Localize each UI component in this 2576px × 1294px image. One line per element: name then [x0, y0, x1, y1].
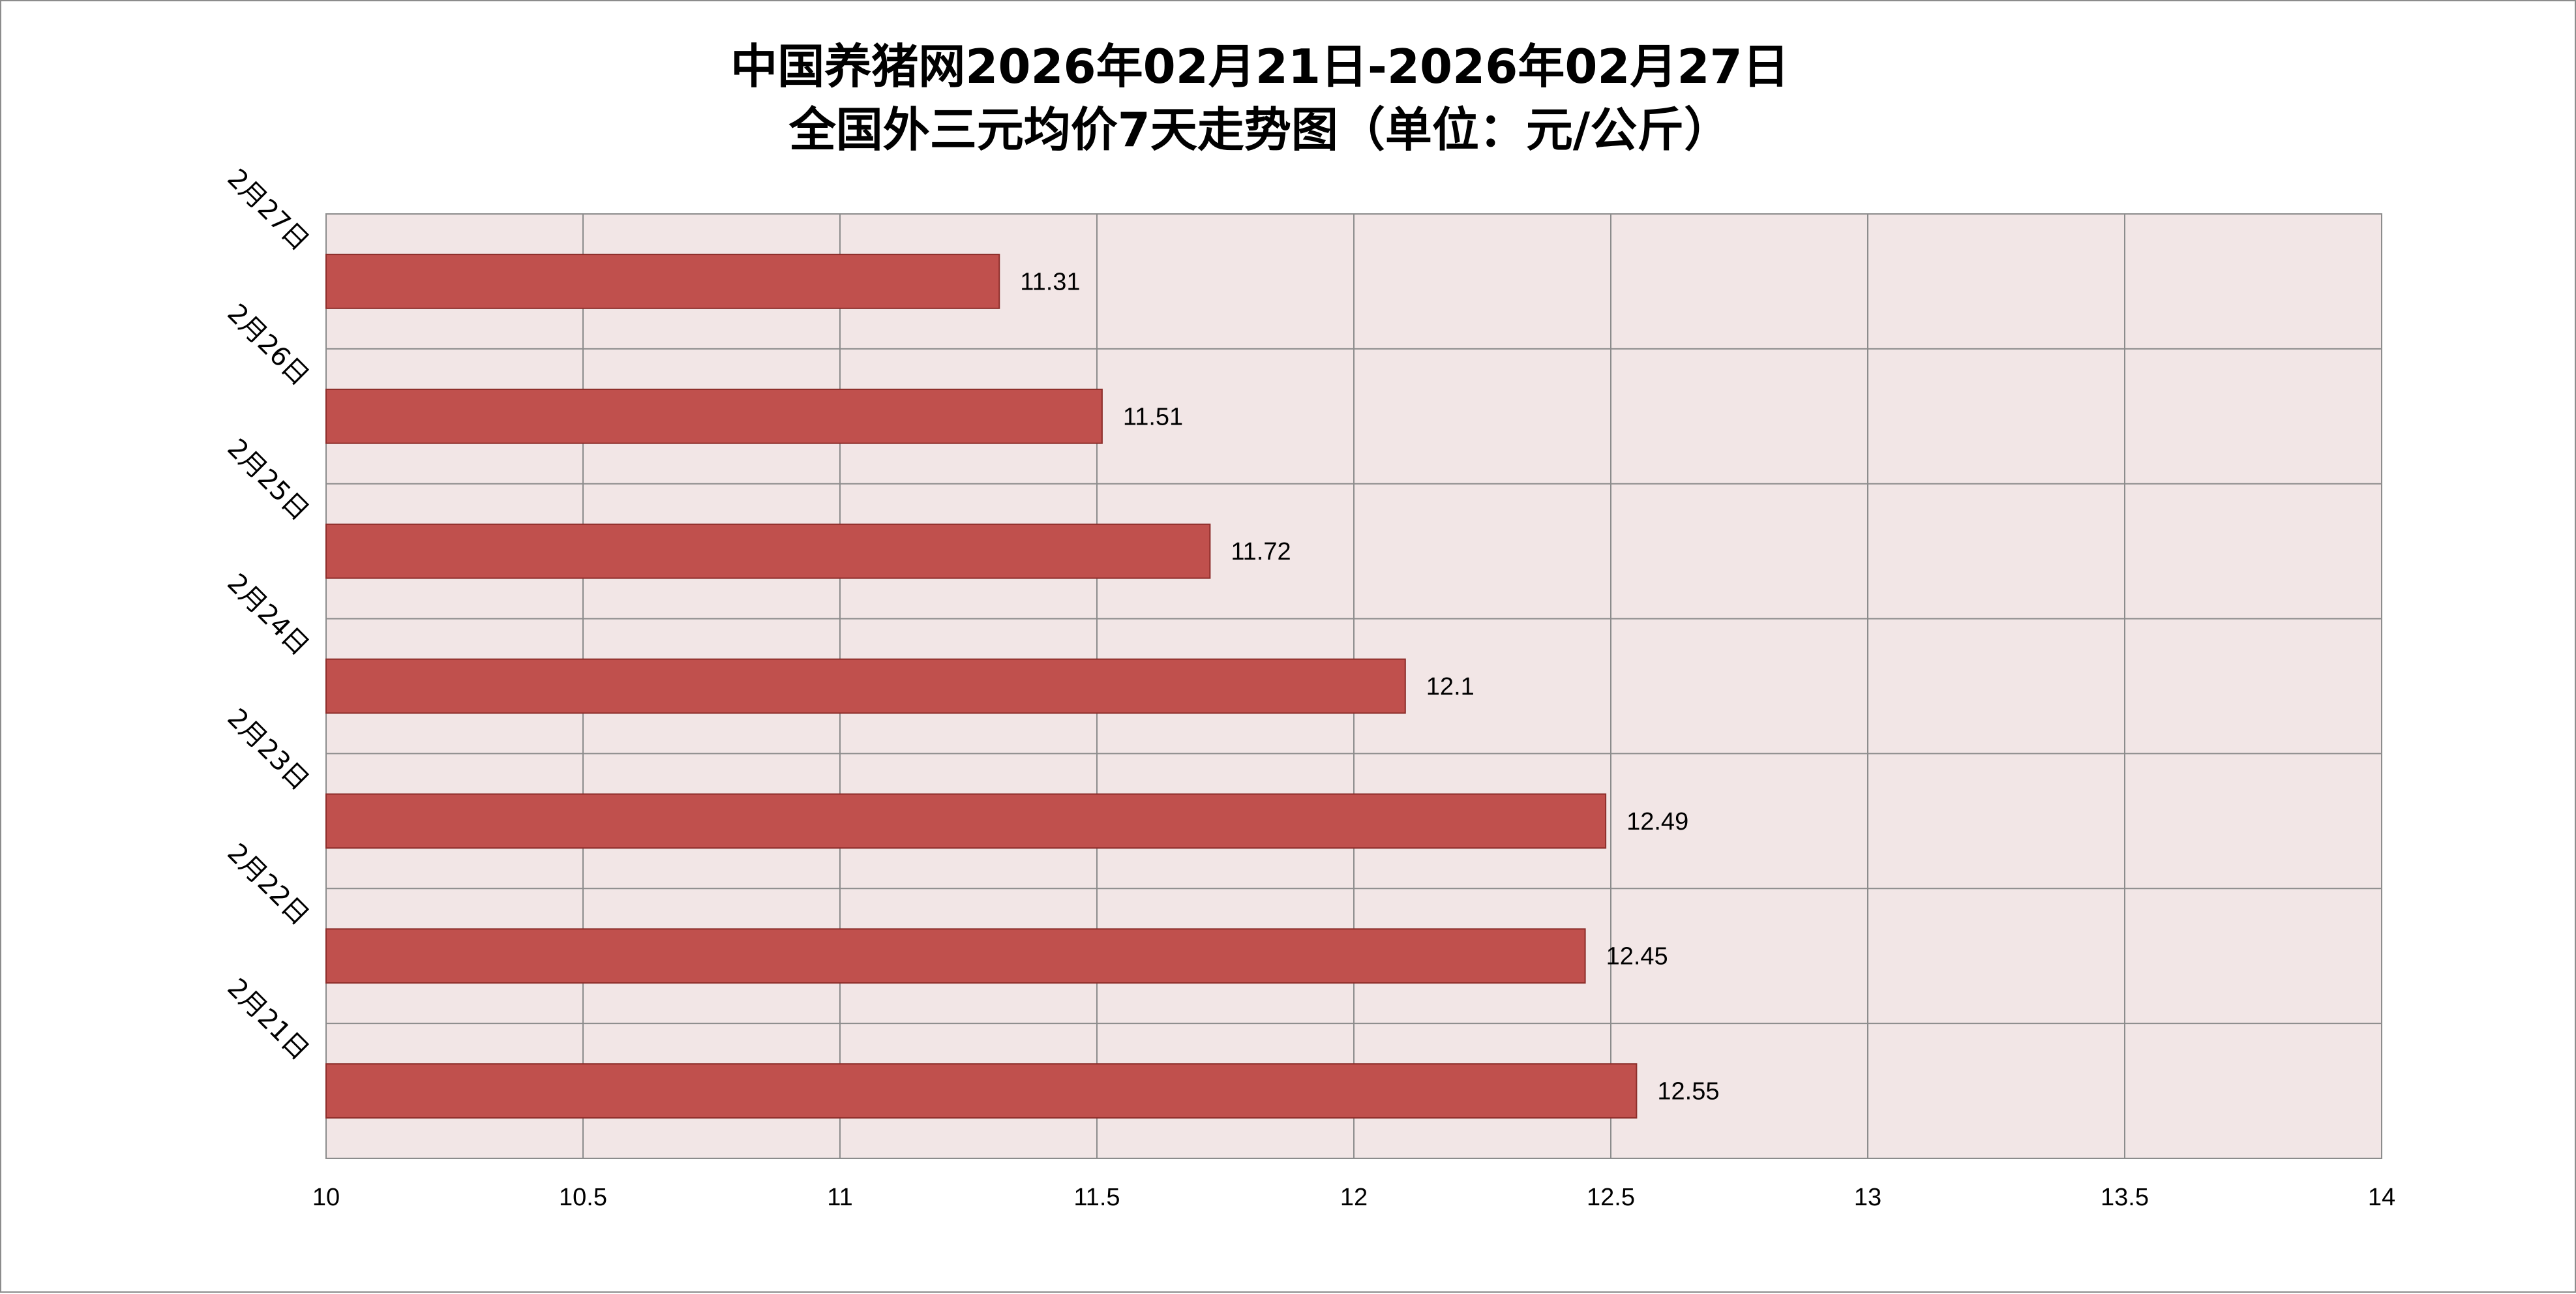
- category-label-6: 2月21日: [221, 973, 314, 1066]
- x-tick-label-1: 10.5: [559, 1184, 607, 1211]
- category-label-3: 2月24日: [221, 568, 314, 661]
- data-label-2: 11.72: [1231, 538, 1291, 565]
- category-label-5: 2月22日: [221, 838, 314, 931]
- data-label-6: 12.55: [1657, 1078, 1719, 1106]
- data-labels: 11.31 11.51 11.72 12.1 12.49 12.45 12.55: [1020, 268, 1719, 1105]
- x-tick-label-8: 14: [2368, 1184, 2395, 1211]
- bar-6: [325, 1063, 1638, 1119]
- category-label-0: 2月27日: [221, 163, 314, 256]
- chart-title-line-1: 中国养猪网2026年02月21日-2026年02月27日: [730, 39, 1789, 94]
- data-label-3: 12.1: [1426, 673, 1475, 700]
- x-tick-label-2: 11: [827, 1184, 852, 1211]
- grid-lines: [325, 214, 2382, 1158]
- bar-1: [325, 388, 1103, 444]
- category-label-2: 2月25日: [221, 433, 314, 526]
- data-label-5: 12.45: [1606, 943, 1668, 970]
- bars: [325, 254, 1638, 1119]
- bar-3: [325, 658, 1406, 714]
- data-label-1: 11.51: [1123, 403, 1183, 430]
- bar-0: [325, 254, 1000, 309]
- chart-title-line-2: 全国外三元均价7天走势图（单位：元/公斤）: [788, 102, 1731, 157]
- x-tick-label-3: 11.5: [1073, 1184, 1120, 1211]
- x-tick-label-0: 10: [312, 1184, 340, 1211]
- category-label-4: 2月23日: [221, 703, 314, 796]
- x-tick-label-4: 12: [1340, 1184, 1368, 1211]
- x-tick-label-6: 13: [1854, 1184, 1881, 1211]
- x-tick-label-5: 12.5: [1587, 1184, 1635, 1211]
- bar-5: [325, 928, 1586, 984]
- data-label-4: 12.49: [1626, 808, 1688, 835]
- category-label-1: 2月26日: [221, 298, 314, 391]
- x-tick-label-7: 13.5: [2101, 1184, 2149, 1211]
- bar-4: [325, 793, 1607, 849]
- data-label-0: 11.31: [1020, 268, 1080, 295]
- bar-2: [325, 523, 1211, 579]
- y-axis-categories: 2月27日 2月26日 2月25日 2月24日 2月23日 2月22日 2月21日: [221, 163, 314, 1066]
- x-axis-ticks: 10 10.5 11 11.5 12 12.5 13 13.5 14: [312, 1184, 2395, 1211]
